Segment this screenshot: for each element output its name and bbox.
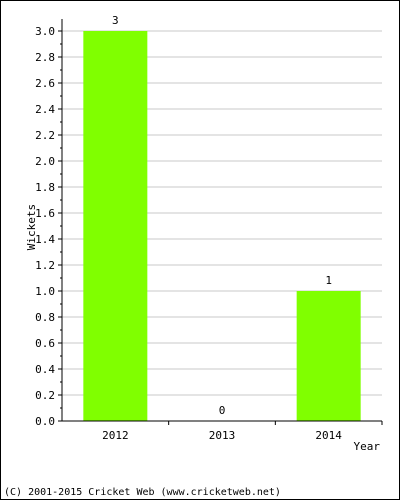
bars — [83, 31, 361, 421]
data-label: 0 — [219, 404, 226, 417]
y-tick-label: 0.6 — [35, 337, 55, 350]
y-tick-label: 2.4 — [35, 103, 55, 116]
y-tick-label: 2.2 — [35, 129, 55, 142]
x-tick-label: 2012 — [102, 429, 129, 442]
y-tick-label: 0.0 — [35, 415, 55, 428]
data-labels: 3 0 1 — [112, 14, 332, 417]
y-tick-label: 1.6 — [35, 207, 55, 220]
data-label: 3 — [112, 14, 119, 27]
x-axis-ticks: 2012 2013 2014 — [102, 421, 383, 442]
y-tick-label: 1.4 — [35, 233, 55, 246]
y-tick-label: 2.8 — [35, 51, 55, 64]
y-tick-label: 1.2 — [35, 259, 55, 272]
y-axis-ticks: 0.0 0.2 0.4 0.6 0.8 1.0 1.2 1.4 1.6 1.8 2.0 2.2 2.4 2… — [35, 25, 62, 428]
bar — [83, 31, 148, 421]
x-tick-label: 2013 — [209, 429, 236, 442]
axes — [61, 19, 382, 422]
y-tick-label: 2.6 — [35, 77, 55, 90]
y-tick-label: 1.0 — [35, 285, 55, 298]
x-tick-label: 2014 — [315, 429, 342, 442]
y-tick-label: 2.0 — [35, 155, 55, 168]
bar — [296, 291, 361, 421]
data-label: 1 — [325, 274, 332, 287]
y-tick-label: 1.8 — [35, 181, 55, 194]
y-tick-label: 0.4 — [35, 363, 55, 376]
x-axis-label: Year — [354, 440, 381, 453]
y-tick-label: 0.2 — [35, 389, 55, 402]
y-tick-label: 3.0 — [35, 25, 55, 38]
y-tick-label: 0.8 — [35, 311, 55, 324]
copyright-notice: (C) 2001-2015 Cricket Web (www.cricketwe… — [4, 487, 281, 498]
y-axis-label: Wickets — [25, 204, 38, 250]
